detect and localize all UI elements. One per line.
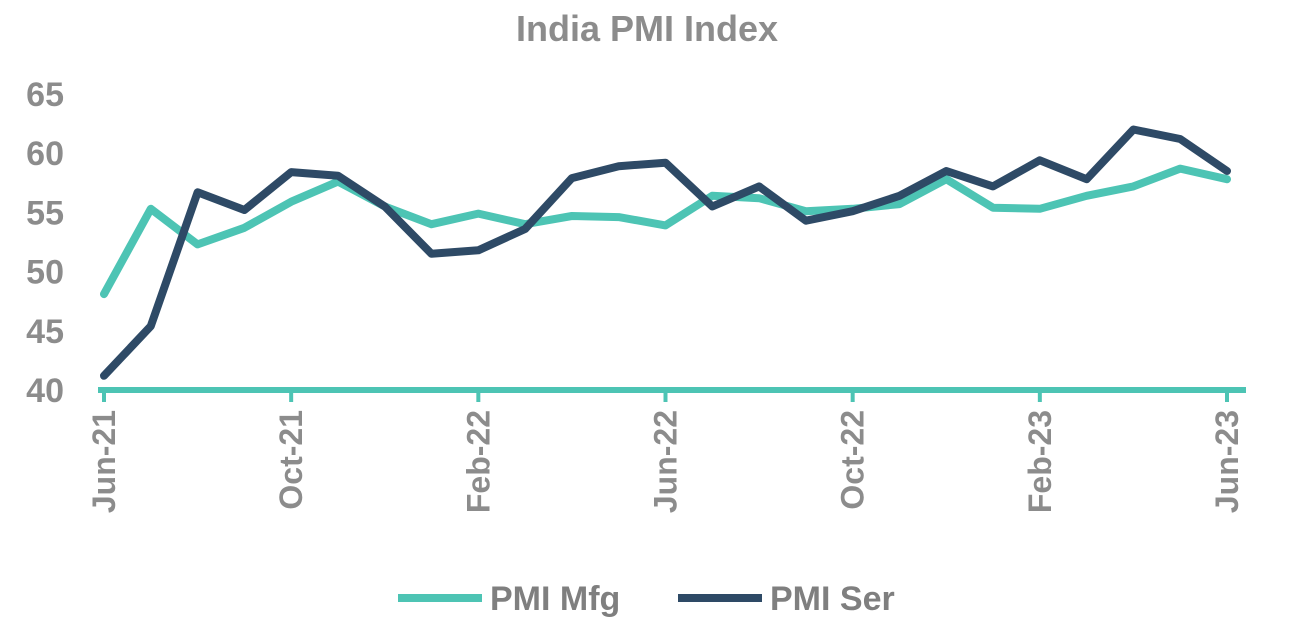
y-tick-label: 45 [26, 313, 64, 351]
y-tick-label: 50 [26, 254, 64, 292]
x-axis: Jun-21 Oct-21 Feb-22 Jun-22 Oct-22 Feb-23 Jun-… [86, 387, 1246, 513]
series-line-pmi-mfg [100, 164, 1231, 299]
y-tick-label: 60 [26, 135, 64, 173]
legend-label: PMI Ser [770, 580, 895, 618]
x-tick-label: Jun-22 [648, 410, 684, 513]
x-tick-label: Feb-23 [1022, 410, 1058, 513]
y-tick-label: 55 [26, 194, 64, 232]
y-axis-ticks: 45 50 55 60 65 40 [26, 76, 64, 410]
x-tick-label: Jun-23 [1209, 410, 1245, 513]
x-tick-label: Jun-21 [86, 410, 122, 513]
y-tick-label: 40 [26, 372, 64, 410]
y-tick-label: 65 [26, 76, 64, 114]
legend-label: PMI Mfg [490, 580, 620, 618]
series-line-pmi-ser [100, 125, 1231, 380]
x-tick-label: Oct-21 [273, 410, 309, 510]
series-layer [100, 125, 1231, 380]
chart-title: India PMI Index [515, 8, 779, 49]
x-tick-label: Feb-22 [460, 410, 496, 513]
legend: PMI Mfg PMI Ser [398, 580, 895, 618]
x-tick-label: Oct-22 [835, 410, 871, 510]
